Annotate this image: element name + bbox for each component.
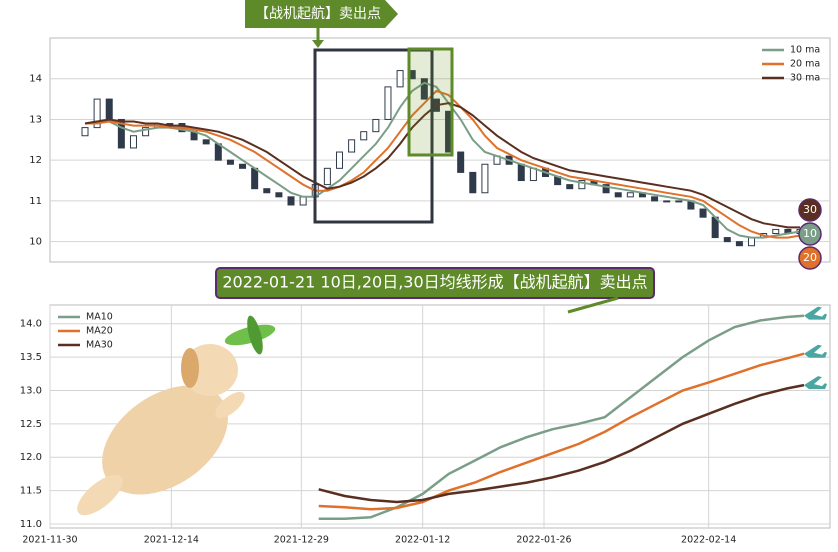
- top-banner-text: 【战机起航】卖出点: [255, 6, 381, 22]
- candle: [275, 192, 283, 198]
- end-marker: [798, 222, 822, 246]
- candle: [287, 196, 295, 206]
- legend-label: MA30: [86, 340, 113, 351]
- candle: [626, 192, 634, 198]
- candle: [360, 131, 368, 141]
- candle: [748, 237, 756, 247]
- candle: [517, 163, 525, 182]
- center-banner-text: 2022-01-21 10日,20日,30日均线形成【战机起航】卖出点: [222, 273, 647, 292]
- end-marker-label: 30: [803, 203, 817, 216]
- y-tick-label: 14: [29, 74, 42, 85]
- candle: [578, 180, 586, 190]
- x-tick-label: 2022-01-12: [395, 535, 450, 546]
- candle: [772, 228, 780, 234]
- legend-label: MA10: [86, 312, 113, 323]
- candle: [384, 86, 392, 120]
- candle: [105, 98, 113, 120]
- candle: [663, 200, 671, 203]
- candle: [142, 127, 150, 137]
- candle: [651, 196, 659, 202]
- candle: [323, 167, 331, 186]
- candle: [335, 151, 343, 169]
- highlight-box: [313, 48, 434, 224]
- x-tick-label: 2021-11-30: [22, 535, 77, 546]
- candle: [166, 123, 174, 126]
- y-tick-label: 11: [29, 196, 42, 207]
- candle: [299, 196, 307, 206]
- y-tick-label: 11.0: [20, 519, 42, 530]
- end-marker: [798, 246, 822, 270]
- candle: [239, 163, 247, 169]
- y-tick-label: 11.5: [20, 486, 42, 497]
- plane-icon: [804, 306, 827, 320]
- dog-ear: [181, 348, 199, 388]
- candle: [735, 241, 743, 247]
- arrow: [567, 296, 619, 314]
- y-tick-label: 14.0: [20, 319, 42, 330]
- candle: [226, 159, 234, 165]
- end-marker: [798, 198, 822, 222]
- dog-illustration: [77, 315, 276, 516]
- candle: [699, 208, 707, 218]
- candle: [529, 167, 537, 182]
- candle: [263, 188, 271, 194]
- candle: [469, 171, 477, 194]
- dog-body: [102, 385, 228, 495]
- candle: [396, 70, 404, 88]
- candle: [129, 135, 137, 149]
- y-tick-label: 13.0: [20, 385, 42, 396]
- toy-plane-wing: [247, 315, 263, 355]
- candle: [566, 184, 574, 190]
- legend-label: 30 ma: [790, 73, 820, 84]
- candle: [117, 118, 125, 149]
- candle: [614, 192, 622, 198]
- end-marker-label: 20: [803, 251, 817, 264]
- candle: [481, 163, 489, 194]
- dog-leg: [77, 474, 123, 516]
- ma-line: [85, 89, 801, 239]
- candle: [457, 151, 465, 173]
- candle: [93, 98, 101, 129]
- candle: [420, 78, 428, 100]
- y-tick-label: 13: [29, 114, 42, 125]
- y-tick-label: 13.5: [20, 352, 42, 363]
- candle: [602, 184, 610, 194]
- dog-paw: [215, 391, 245, 419]
- plane-icon: [804, 376, 827, 390]
- x-tick-label: 2021-12-29: [274, 535, 329, 546]
- y-tick-label: 12.0: [20, 452, 42, 463]
- candle: [251, 167, 259, 190]
- center-banner: [215, 267, 655, 299]
- legend-label: MA20: [86, 326, 113, 337]
- signal-box: [407, 47, 454, 157]
- ma-line: [318, 352, 805, 511]
- x-tick-label: 2021-12-14: [144, 535, 199, 546]
- top-banner: [245, 0, 398, 28]
- candle: [202, 139, 210, 145]
- legend-label: 20 ma: [790, 59, 820, 70]
- candle: [348, 139, 356, 153]
- x-tick-label: 2022-02-14: [681, 535, 736, 546]
- candle: [723, 237, 731, 243]
- y-tick-label: 12.5: [20, 419, 42, 430]
- y-tick-label: 10: [29, 237, 42, 248]
- candle: [81, 127, 89, 137]
- top-frame: [49, 37, 831, 263]
- plane-icon: [804, 344, 827, 358]
- legend-label: 10 ma: [790, 45, 820, 56]
- candle: [675, 200, 683, 203]
- y-tick-label: 12: [29, 155, 42, 166]
- arrow-head: [312, 40, 324, 48]
- end-marker-label: 10: [803, 227, 817, 240]
- x-tick-label: 2022-01-26: [516, 535, 571, 546]
- ma-line: [84, 81, 801, 239]
- ma-line: [84, 102, 800, 229]
- ma-line: [318, 314, 805, 520]
- candle: [372, 118, 380, 133]
- top-overlay: [313, 47, 454, 224]
- ma-line: [318, 383, 805, 504]
